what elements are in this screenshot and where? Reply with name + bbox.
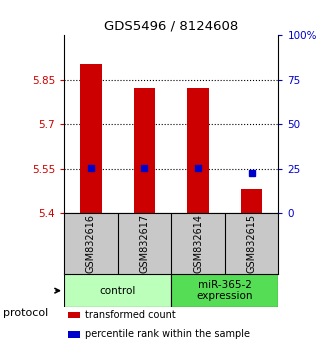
Bar	[80, 63, 101, 213]
Bar	[64, 274, 171, 307]
Bar	[171, 274, 278, 307]
Bar	[241, 189, 262, 213]
Bar	[68, 331, 80, 338]
Text: transformed count: transformed count	[85, 310, 176, 320]
Bar	[187, 88, 209, 213]
Text: control: control	[100, 286, 136, 296]
Text: GSM832614: GSM832614	[193, 214, 203, 273]
Text: GSM832617: GSM832617	[140, 214, 149, 273]
Bar	[68, 312, 80, 319]
Text: GSM832616: GSM832616	[86, 214, 96, 273]
Text: protocol: protocol	[3, 308, 48, 318]
Title: GDS5496 / 8124608: GDS5496 / 8124608	[104, 20, 238, 33]
Text: percentile rank within the sample: percentile rank within the sample	[85, 329, 251, 339]
Text: miR-365-2
expression: miR-365-2 expression	[196, 280, 253, 302]
Bar	[134, 88, 155, 213]
Text: GSM832615: GSM832615	[247, 214, 257, 273]
